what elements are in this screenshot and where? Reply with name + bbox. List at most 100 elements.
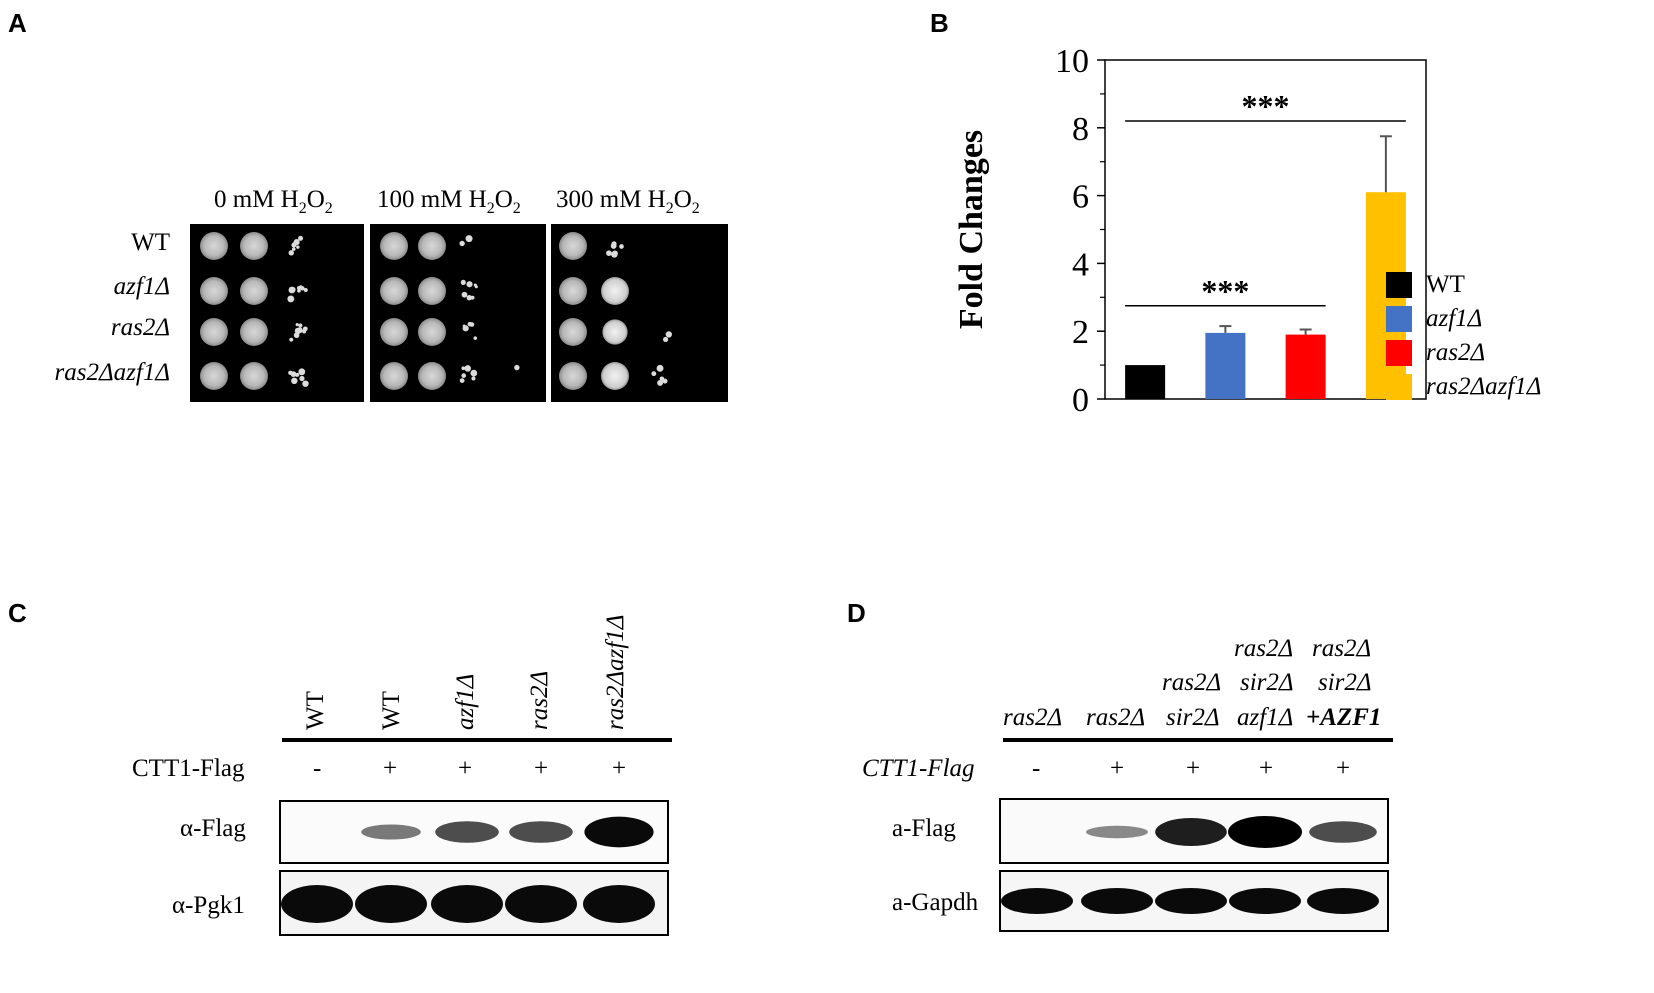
construct-mark: + xyxy=(458,755,473,782)
lane-label: WT xyxy=(378,691,405,730)
lane-label: sir2Δ xyxy=(1240,669,1294,696)
colony-spot xyxy=(380,232,408,260)
colony-dot xyxy=(461,291,468,298)
strain-label: azf1Δ xyxy=(113,273,170,300)
flag-band xyxy=(435,821,499,843)
significance-label: *** xyxy=(1242,88,1290,124)
legend-label: ras2Δ xyxy=(1426,339,1486,366)
control-band xyxy=(1307,888,1379,914)
flag-band xyxy=(1086,825,1148,839)
colony-spot xyxy=(418,362,446,390)
construct-mark: - xyxy=(313,755,322,782)
colony-spot xyxy=(200,318,228,346)
colony-dot xyxy=(470,369,478,377)
y-axis-label: Fold Changes xyxy=(953,130,990,329)
colony-spot xyxy=(559,318,587,346)
spot-assay-image xyxy=(190,224,728,402)
lane-headers: WT WT azf1Δ ras2Δ ras2Δazf1Δ xyxy=(282,602,672,734)
colony-spot xyxy=(380,277,408,305)
colony-spot xyxy=(240,362,268,390)
colony-dot xyxy=(651,371,657,377)
legend-item: azf1Δ xyxy=(1386,302,1646,336)
lane-label: sir2Δ xyxy=(1166,704,1220,731)
lane-label: ras2Δ xyxy=(1003,704,1063,731)
colony-spot xyxy=(240,277,268,305)
bar-chart: 0 2 4 6 8 10 Fold Changes *** *** xyxy=(953,43,1427,419)
blot-image xyxy=(279,800,669,936)
lane-label: azf1Δ xyxy=(1237,704,1294,731)
lane-label: ras2Δ xyxy=(1234,635,1294,662)
colony-dot xyxy=(296,286,301,290)
construct-mark: + xyxy=(612,755,627,782)
y-tick-label: 0 xyxy=(1072,382,1089,419)
colony-spot xyxy=(418,232,446,260)
colony-spot xyxy=(602,319,628,345)
colony-spot xyxy=(240,232,268,260)
colony-dot xyxy=(466,295,472,301)
colony-dot xyxy=(657,379,664,386)
colony-dot xyxy=(290,286,296,293)
colony-dot xyxy=(300,286,305,291)
legend-label: azf1Δ xyxy=(1426,305,1483,332)
colony-dot xyxy=(663,336,669,343)
colony-dot xyxy=(290,371,297,377)
control-band xyxy=(505,885,577,923)
construct-mark: + xyxy=(534,755,549,782)
colony-dot xyxy=(302,326,308,332)
colony-dot xyxy=(299,375,305,382)
colony-spot xyxy=(200,232,228,260)
colony-dot xyxy=(295,323,299,327)
colony-dot xyxy=(611,251,618,258)
legend-label: ras2Δazf1Δ xyxy=(1426,373,1542,400)
colony-dot xyxy=(298,323,303,328)
colony-dot xyxy=(466,281,473,288)
colony-spot xyxy=(240,318,268,346)
colony-dot xyxy=(665,331,672,338)
blot-label: α-Flag xyxy=(180,815,246,842)
colony-spot xyxy=(418,318,446,346)
colony-spot xyxy=(601,362,629,390)
colony-dot xyxy=(514,364,520,371)
lane-label: ras2Δazf1Δ xyxy=(602,614,629,730)
colony-dot xyxy=(656,364,664,372)
colony-dot xyxy=(298,235,304,241)
control-band xyxy=(355,885,427,923)
flag-band xyxy=(584,816,654,848)
colony-spot xyxy=(559,277,587,305)
colony-spot xyxy=(418,277,446,305)
colony-spot xyxy=(380,318,408,346)
colony-dot xyxy=(303,288,308,292)
colony-dot xyxy=(291,247,296,251)
lane-label: WT xyxy=(302,691,329,730)
colony-dot xyxy=(473,283,477,287)
blot-image xyxy=(999,798,1389,932)
legend-swatch xyxy=(1386,272,1412,298)
bar xyxy=(1125,365,1166,399)
chart-legend: WT azf1Δ ras2Δ ras2Δazf1Δ xyxy=(1386,268,1646,404)
legend-item: ras2Δazf1Δ xyxy=(1386,370,1646,404)
panel-label-b: B xyxy=(930,8,949,38)
y-tick-label: 6 xyxy=(1072,179,1089,216)
colony-spot xyxy=(601,277,629,305)
colony-dot xyxy=(471,376,476,381)
colony-dot xyxy=(461,373,467,378)
construct-mark: + xyxy=(1186,755,1201,782)
strain-label: WT xyxy=(131,229,170,256)
lane-label: ras2Δ xyxy=(526,670,553,730)
colony-dot xyxy=(619,244,624,249)
header-rule xyxy=(1003,738,1393,742)
colony-dot xyxy=(610,243,617,249)
flag-band xyxy=(1228,816,1302,848)
colony-dot xyxy=(462,324,466,328)
colony-dot xyxy=(287,295,295,303)
construct-mark: + xyxy=(383,755,398,782)
blot-label: a-Gapdh xyxy=(892,889,979,916)
condition-header-300mm: 300 mM H2O2 xyxy=(556,186,700,217)
flag-band xyxy=(1155,817,1227,847)
control-band xyxy=(1229,888,1301,914)
condition-header-100mm: 100 mM H2O2 xyxy=(377,186,521,217)
lane-label: sir2Δ xyxy=(1318,669,1372,696)
colony-spot xyxy=(559,362,587,390)
colony-spot xyxy=(559,232,587,260)
colony-dot xyxy=(288,250,294,256)
